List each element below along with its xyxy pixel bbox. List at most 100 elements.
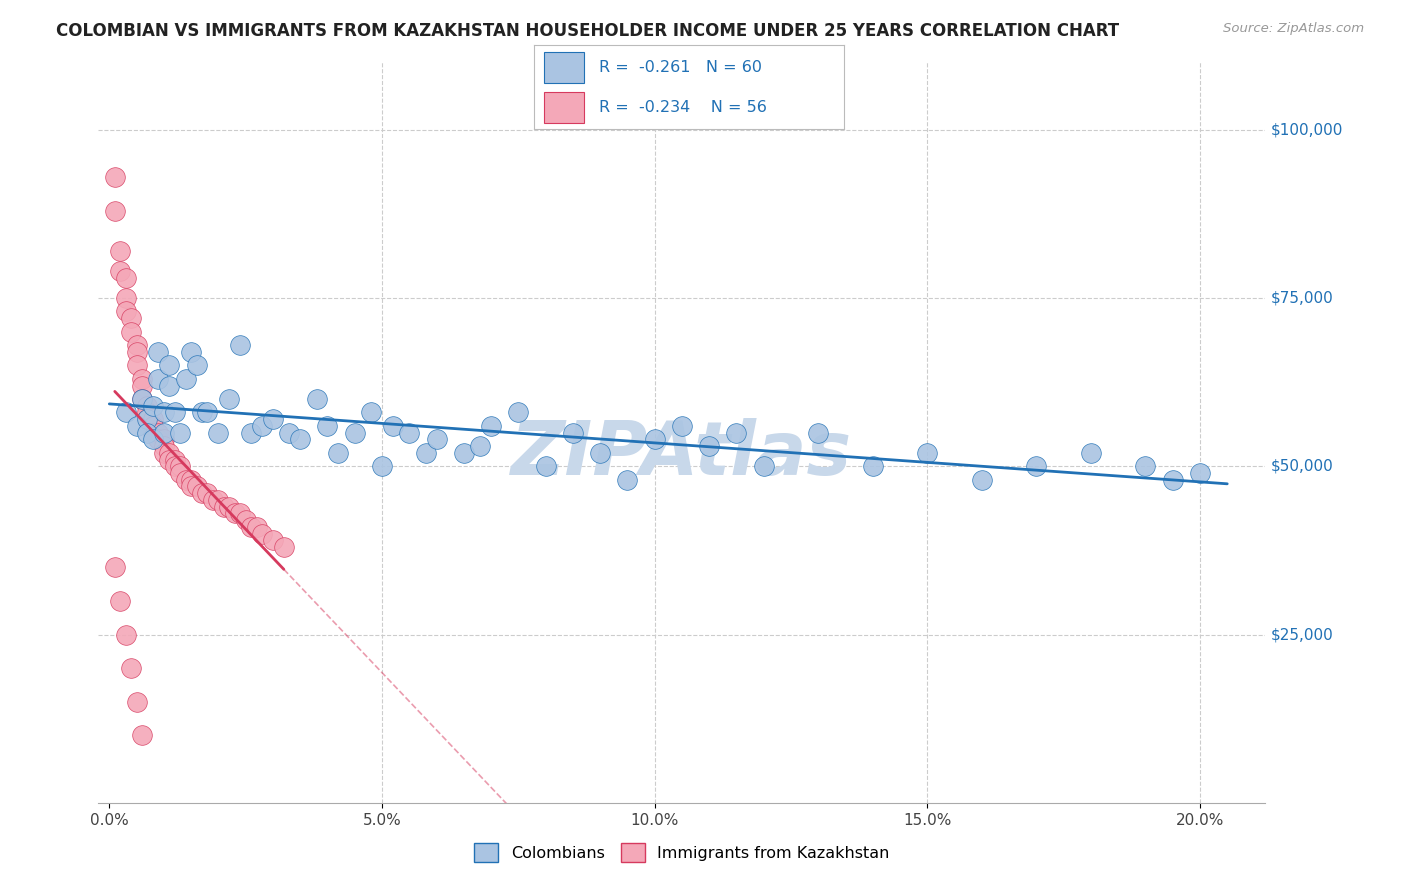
Point [136,425,159,440]
Point [508,405,530,419]
Text: ZIPAtlas: ZIPAtlas [512,418,852,491]
Text: R =  -0.261   N = 60: R = -0.261 N = 60 [599,60,762,75]
Text: $50,000: $50,000 [1271,458,1334,474]
Point [114,405,136,419]
Point [125,359,148,373]
Text: R =  -0.234    N = 56: R = -0.234 N = 56 [599,100,768,115]
Point [131,729,153,743]
Point [212,500,235,514]
Bar [544,53,583,83]
Text: $75,000: $75,000 [1271,291,1334,305]
Point [316,418,339,433]
Point [174,372,197,386]
Point [752,459,775,474]
Point [970,473,993,487]
Point [180,473,202,487]
Point [148,344,170,359]
Point [1080,446,1102,460]
Point [114,270,136,285]
Point [174,473,197,487]
Point [142,399,165,413]
Point [153,425,176,440]
Point [120,661,142,675]
Point [120,311,142,326]
Point [1025,459,1047,474]
Point [534,459,557,474]
Point [136,405,159,419]
Point [290,433,312,447]
Point [371,459,394,474]
Point [114,627,136,641]
Point [110,594,132,608]
Point [114,291,136,305]
Point [148,372,170,386]
Text: $25,000: $25,000 [1271,627,1334,642]
Point [479,418,502,433]
Point [186,479,208,493]
Point [697,439,720,453]
Point [110,264,132,278]
Point [186,359,208,373]
Point [131,372,153,386]
Point [180,344,202,359]
Point [110,244,132,258]
Point [148,433,170,447]
Text: COLOMBIAN VS IMMIGRANTS FROM KAZAKHSTAN HOUSEHOLDER INCOME UNDER 25 YEARS CORREL: COLOMBIAN VS IMMIGRANTS FROM KAZAKHSTAN … [56,22,1119,40]
Point [114,304,136,318]
Point [616,473,638,487]
Bar [544,92,583,122]
Point [120,325,142,339]
Point [1161,473,1184,487]
Point [131,378,153,392]
Point [131,392,153,406]
Point [807,425,830,440]
Point [201,492,224,507]
Point [229,507,252,521]
Text: Source: ZipAtlas.com: Source: ZipAtlas.com [1223,22,1364,36]
Point [671,418,693,433]
Point [163,452,186,467]
Point [218,500,240,514]
Point [468,439,491,453]
Point [725,425,748,440]
Point [142,433,165,447]
Point [153,439,176,453]
Point [104,560,127,574]
Point [381,418,404,433]
Point [343,425,366,440]
Point [561,425,583,440]
Point [453,446,475,460]
Point [425,433,447,447]
Point [235,513,257,527]
Point [250,526,273,541]
Point [1135,459,1157,474]
Point [142,418,165,433]
Point [917,446,939,460]
Point [157,378,180,392]
Point [240,520,263,534]
Point [360,405,382,419]
Point [125,695,148,709]
Point [218,392,240,406]
Point [153,405,176,419]
Legend: Colombians, Immigrants from Kazakhstan: Colombians, Immigrants from Kazakhstan [468,837,896,869]
Point [240,425,263,440]
Point [142,425,165,440]
Point [273,540,295,554]
Point [191,405,214,419]
Point [131,392,153,406]
Point [157,452,180,467]
Point [328,446,350,460]
Point [148,425,170,440]
Point [207,492,229,507]
Point [224,507,246,521]
Point [104,203,127,218]
Point [169,425,191,440]
Point [163,405,186,419]
Point [157,446,180,460]
Point [207,425,229,440]
Point [136,412,159,426]
Point [398,425,420,440]
Point [262,412,284,426]
Point [163,459,186,474]
